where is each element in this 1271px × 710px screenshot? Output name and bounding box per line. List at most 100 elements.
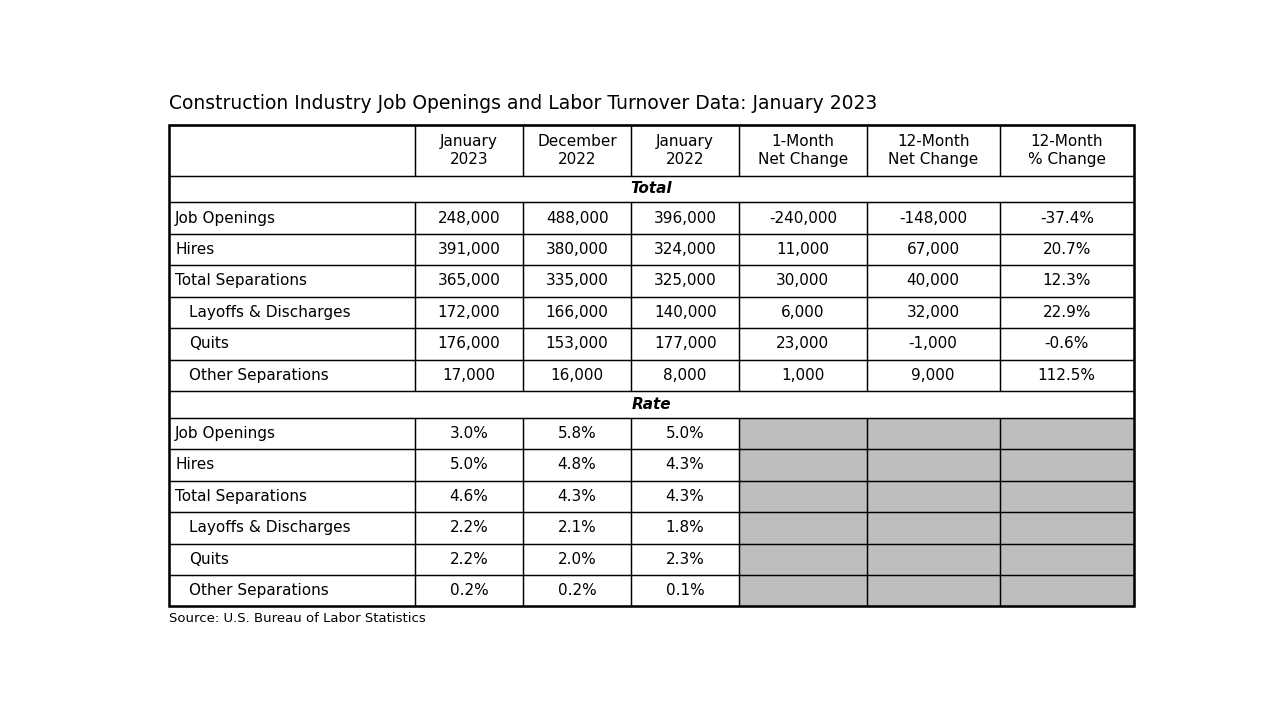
Bar: [740, 266, 867, 297]
Bar: [632, 266, 740, 297]
Bar: [632, 575, 740, 606]
Text: 1,000: 1,000: [782, 368, 825, 383]
Bar: [867, 575, 1000, 606]
Text: 0.2%: 0.2%: [450, 583, 488, 599]
Text: -37.4%: -37.4%: [1040, 211, 1094, 226]
Bar: [1000, 297, 1134, 328]
Bar: [632, 544, 740, 575]
Bar: [416, 359, 524, 391]
Text: 166,000: 166,000: [545, 305, 609, 320]
Bar: [867, 328, 1000, 359]
Bar: [416, 266, 524, 297]
Bar: [169, 328, 416, 359]
Bar: [169, 449, 416, 481]
Bar: [632, 202, 740, 234]
Bar: [1000, 512, 1134, 544]
Text: 335,000: 335,000: [545, 273, 609, 288]
Bar: [524, 328, 632, 359]
Bar: [867, 544, 1000, 575]
Bar: [169, 544, 416, 575]
Bar: [1000, 202, 1134, 234]
Text: 2.3%: 2.3%: [666, 552, 704, 567]
Bar: [740, 449, 867, 481]
Bar: [169, 391, 1134, 417]
Bar: [740, 328, 867, 359]
Bar: [1000, 359, 1134, 391]
Text: 172,000: 172,000: [437, 305, 501, 320]
Bar: [867, 417, 1000, 449]
Bar: [524, 202, 632, 234]
Text: Source: U.S. Bureau of Labor Statistics: Source: U.S. Bureau of Labor Statistics: [169, 612, 426, 625]
Bar: [740, 481, 867, 512]
Bar: [416, 297, 524, 328]
Bar: [416, 359, 524, 391]
Bar: [740, 575, 867, 606]
Bar: [1000, 512, 1134, 544]
Bar: [740, 449, 867, 481]
Text: 5.0%: 5.0%: [666, 426, 704, 441]
Bar: [740, 297, 867, 328]
Bar: [416, 481, 524, 512]
Bar: [169, 359, 416, 391]
Text: Layoffs & Discharges: Layoffs & Discharges: [189, 305, 351, 320]
Bar: [632, 234, 740, 266]
Bar: [740, 512, 867, 544]
Bar: [169, 234, 416, 266]
Bar: [169, 417, 416, 449]
Bar: [1000, 202, 1134, 234]
Bar: [169, 175, 1134, 202]
Bar: [524, 449, 632, 481]
Bar: [632, 125, 740, 175]
Text: 11,000: 11,000: [777, 242, 830, 257]
Bar: [632, 234, 740, 266]
Bar: [740, 125, 867, 175]
Text: 17,000: 17,000: [442, 368, 496, 383]
Text: 248,000: 248,000: [437, 211, 501, 226]
Bar: [1000, 544, 1134, 575]
Bar: [1000, 417, 1134, 449]
Bar: [1000, 266, 1134, 297]
Bar: [169, 575, 416, 606]
Bar: [416, 544, 524, 575]
Bar: [524, 575, 632, 606]
Bar: [740, 234, 867, 266]
Bar: [416, 234, 524, 266]
Bar: [524, 575, 632, 606]
Bar: [524, 417, 632, 449]
Bar: [867, 125, 1000, 175]
Bar: [632, 297, 740, 328]
Bar: [740, 202, 867, 234]
Text: 8,000: 8,000: [663, 368, 707, 383]
Bar: [524, 125, 632, 175]
Bar: [632, 575, 740, 606]
Bar: [1000, 125, 1134, 175]
Bar: [867, 481, 1000, 512]
Bar: [524, 266, 632, 297]
Bar: [416, 125, 524, 175]
Bar: [867, 297, 1000, 328]
Text: 1.8%: 1.8%: [666, 520, 704, 535]
Bar: [416, 328, 524, 359]
Text: 112.5%: 112.5%: [1037, 368, 1096, 383]
Bar: [416, 234, 524, 266]
Bar: [632, 417, 740, 449]
Bar: [1000, 449, 1134, 481]
Bar: [169, 266, 416, 297]
Bar: [1000, 234, 1134, 266]
Bar: [867, 417, 1000, 449]
Text: Quits: Quits: [189, 337, 229, 351]
Bar: [416, 544, 524, 575]
Bar: [416, 202, 524, 234]
Text: 20.7%: 20.7%: [1042, 242, 1091, 257]
Bar: [740, 544, 867, 575]
Text: Construction Industry Job Openings and Labor Turnover Data: January 2023: Construction Industry Job Openings and L…: [169, 94, 877, 113]
Bar: [740, 481, 867, 512]
Bar: [632, 449, 740, 481]
Bar: [867, 512, 1000, 544]
Text: 325,000: 325,000: [653, 273, 717, 288]
Bar: [169, 359, 416, 391]
Text: 6,000: 6,000: [782, 305, 825, 320]
Bar: [632, 297, 740, 328]
Bar: [416, 417, 524, 449]
Text: -0.6%: -0.6%: [1045, 337, 1089, 351]
